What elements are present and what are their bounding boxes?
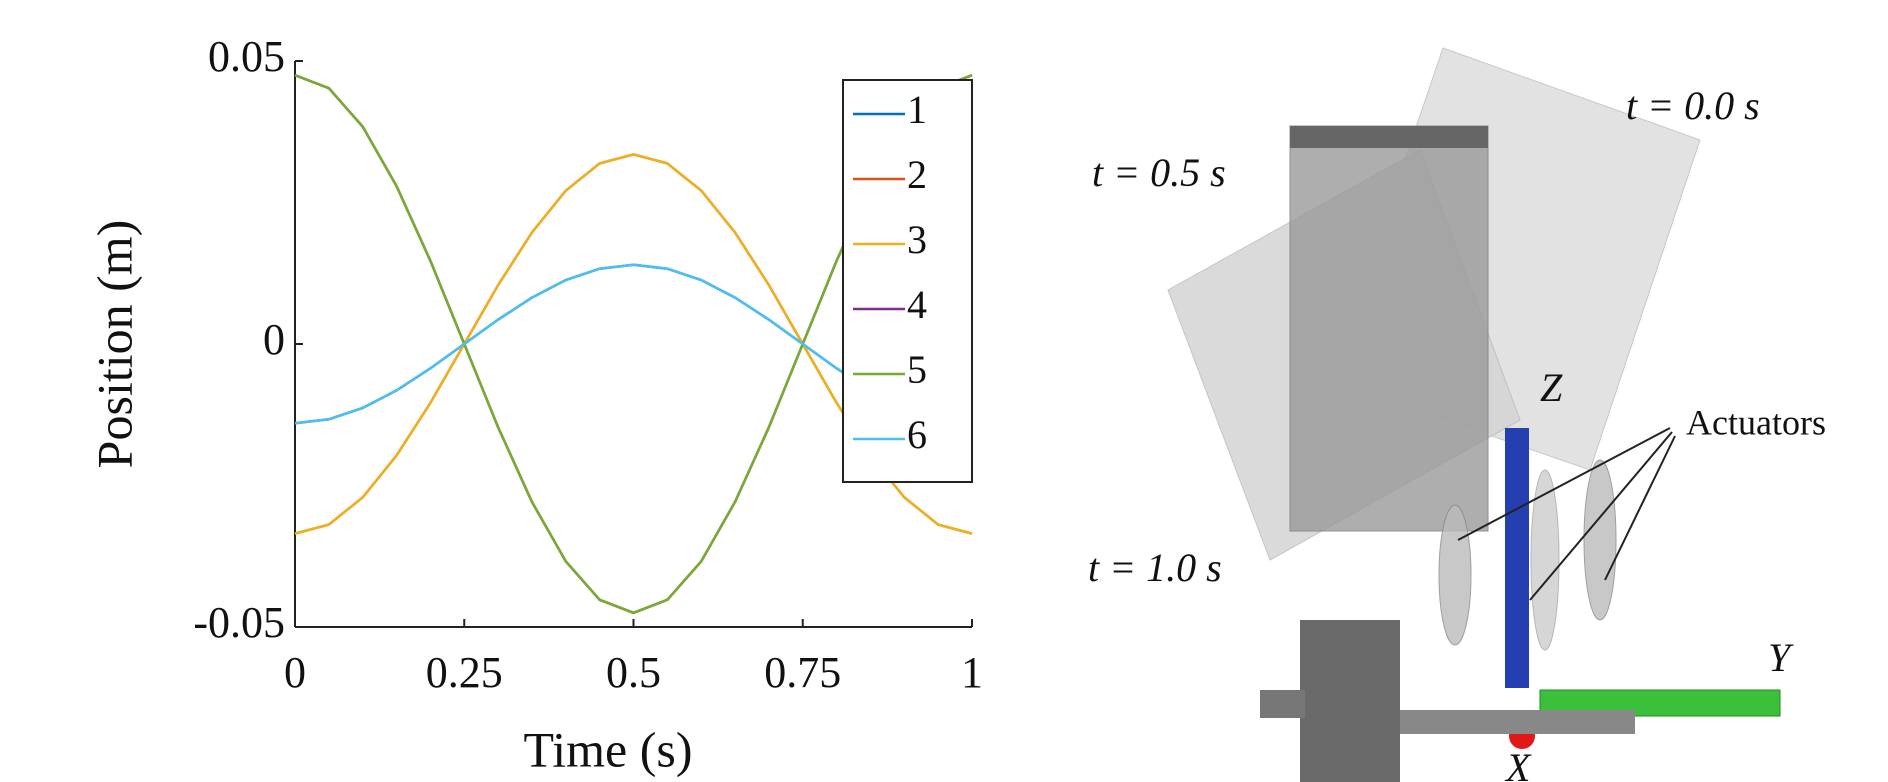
shaft: [1260, 690, 1305, 718]
y-tick-label: 0: [263, 315, 285, 364]
pointer: [1529, 431, 1673, 601]
y-axis-label: Position (m): [86, 220, 142, 469]
label-x: X: [1504, 745, 1532, 782]
actuator: [1583, 459, 1617, 621]
frame-top: [1290, 126, 1488, 148]
label-y: Y: [1768, 635, 1794, 680]
x-tick-label: 0: [284, 648, 306, 697]
base-plate: [1400, 710, 1635, 734]
x-tick-label: 0.25: [426, 648, 503, 697]
x-tick-label: 0.5: [606, 648, 661, 697]
label-t0: t = 0.0 s: [1626, 83, 1760, 128]
y-tick-label: -0.05: [193, 598, 285, 647]
legend-box: [842, 79, 973, 483]
legend-label: 2: [907, 152, 927, 197]
y-tick-label: 0.05: [208, 32, 285, 81]
legend-label: 1: [907, 87, 927, 132]
label-z: Z: [1540, 365, 1563, 410]
legend: 1 2 3 4 5 6: [842, 79, 973, 483]
actuator: [1438, 504, 1472, 646]
legend-label: 4: [907, 282, 927, 327]
actuator: [1530, 469, 1560, 651]
legend-label: 5: [907, 347, 927, 392]
x-tick-label: 1: [961, 648, 983, 697]
pointer: [1604, 435, 1676, 581]
x-tick-label: 0.75: [764, 648, 841, 697]
label-t05: t = 0.5 s: [1092, 150, 1226, 195]
legend-label: 3: [907, 217, 927, 262]
frame-t05: [1289, 125, 1489, 532]
label-t1: t = 1.0 s: [1088, 545, 1222, 590]
label-actuators: Actuators: [1686, 402, 1826, 442]
pointer: [1457, 427, 1671, 541]
legend-label: 6: [907, 412, 927, 457]
base-block: [1300, 620, 1400, 782]
x-axis-label: Time (s): [523, 721, 692, 777]
illustration: t = 0.0 s t = 0.5 s t = 1.0 s Z Y X Actu…: [1088, 47, 1826, 782]
z-axis: [1505, 428, 1529, 688]
